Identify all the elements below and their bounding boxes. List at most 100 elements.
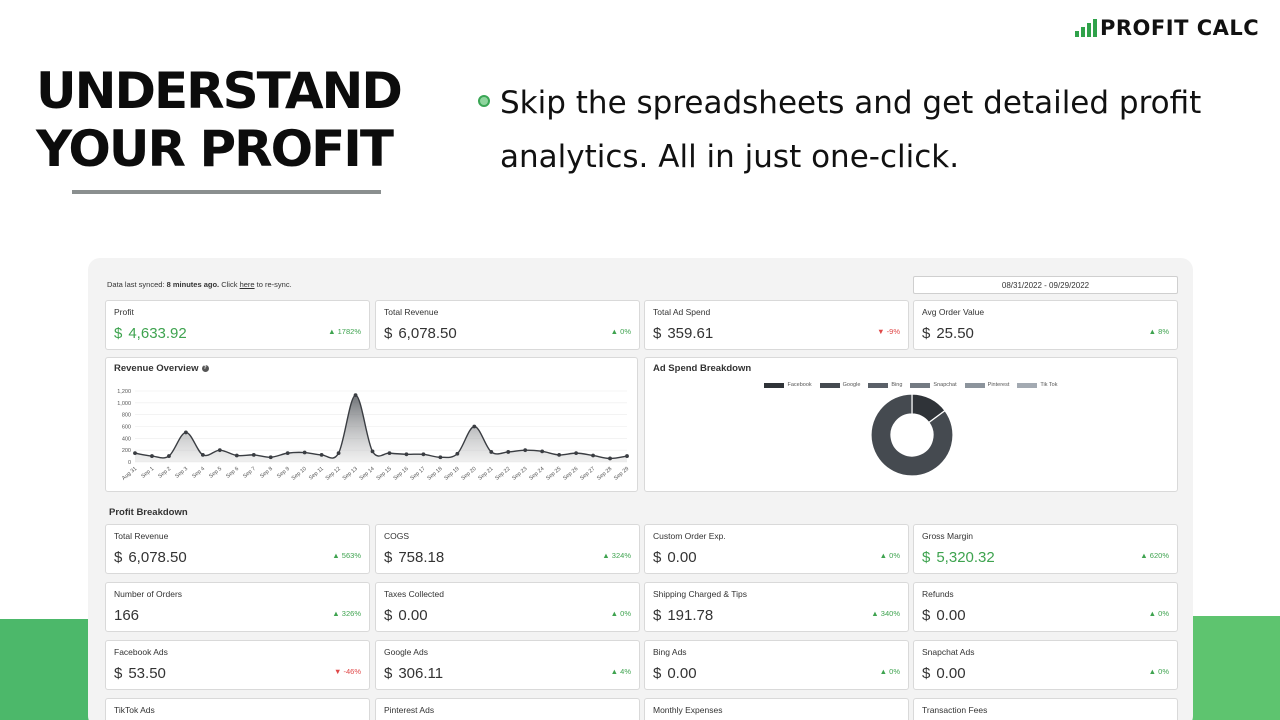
x-tick-label: Sep 18	[426, 466, 443, 482]
legend-label: Facebook	[787, 382, 812, 388]
x-tick-label: Sep 11	[308, 466, 325, 482]
donut-slice-google[interactable]	[870, 393, 954, 477]
ad-spend-card: Ad Spend Breakdown Facebook Google Bing Sna…	[644, 357, 1178, 492]
currency-symbol: $	[922, 549, 931, 566]
legend-swatch	[1017, 382, 1038, 388]
metric-card-total-ad-spend: Total Ad Spend $359.61 ▼ -9%	[644, 300, 909, 350]
hero-title-line2: YOUR PROFIT	[36, 120, 394, 178]
legend-item-facebook[interactable]: Facebook	[764, 382, 812, 388]
x-tick-label: Sep 2	[157, 466, 172, 480]
currency-symbol: $	[384, 607, 393, 624]
x-tick-label: Sep 23	[511, 466, 528, 482]
ad-spend-title: Ad Spend Breakdown	[653, 363, 752, 374]
metric-value: $6,078.50	[114, 549, 187, 566]
profit-breakdown-title: Profit Breakdown	[109, 507, 188, 518]
hero-title: UNDERSTAND YOUR PROFIT	[36, 62, 456, 178]
change-badge: ▲ 1782%	[328, 327, 361, 336]
y-tick-label: 0	[128, 460, 131, 466]
sync-middle: Click	[219, 280, 240, 289]
y-tick-label: 400	[122, 436, 131, 442]
metric-label: Pinterest Ads	[384, 705, 435, 715]
metric-card-snapchat-ads: Snapchat Ads $0.00 ▲ 0%	[913, 640, 1178, 690]
y-tick-label: 1,000	[117, 401, 131, 407]
metric-label: Facebook Ads	[114, 647, 168, 657]
data-point	[625, 454, 629, 458]
x-tick-label: Sep 10	[291, 466, 308, 482]
legend-label: Snapchat	[933, 382, 957, 388]
x-tick-label: Sep 21	[477, 466, 494, 482]
x-tick-label: Sep 19	[443, 466, 460, 482]
metric-card-custom-order-exp: Custom Order Exp. $0.00 ▲ 0%	[644, 524, 909, 574]
resync-link[interactable]: here	[239, 280, 255, 289]
ad-spend-legend: Facebook Google Bing Snapchat Pinterest Tik T…	[645, 382, 1177, 388]
metric-number: 5,320.32	[936, 549, 995, 566]
change-badge: ▲ 620%	[1140, 551, 1169, 560]
currency-symbol: $	[114, 325, 123, 342]
metric-card-profit: Profit $4,633.92 ▲ 1782%	[105, 300, 370, 350]
currency-symbol: $	[653, 665, 662, 682]
donut-slice-facebook[interactable]	[911, 393, 946, 424]
data-point	[319, 453, 324, 457]
x-tick-label: Sep 6	[225, 466, 240, 480]
currency-symbol: $	[922, 665, 931, 682]
data-point	[540, 449, 545, 454]
metric-number: 0.00	[667, 549, 697, 566]
currency-symbol: $	[922, 607, 931, 624]
metric-label: Profit	[114, 307, 134, 317]
y-tick-label: 800	[122, 413, 131, 419]
data-point	[268, 455, 273, 460]
x-tick-label: Sep 29	[613, 466, 630, 482]
metric-label: Transaction Fees	[922, 705, 988, 715]
data-point	[404, 452, 409, 457]
metric-value: $0.00	[384, 607, 428, 624]
legend-label: Google	[842, 382, 861, 388]
x-tick-label: Sep 4	[191, 466, 206, 480]
change-badge: ▲ 0%	[610, 327, 631, 336]
legend-swatch	[868, 382, 889, 388]
data-point	[150, 454, 154, 458]
metric-label: Number of Orders	[114, 589, 183, 599]
data-point	[302, 450, 307, 455]
revenue-overview-title: Revenue Overview?	[114, 363, 209, 374]
legend-item-pinterest[interactable]: Pinterest	[964, 382, 1010, 388]
legend-label: Pinterest	[987, 382, 1010, 388]
revenue-overview-title-text: Revenue Overview	[114, 363, 199, 374]
hero-bullet-line2: analytics. All in just one-click.	[500, 139, 960, 175]
bar-chart-icon	[1075, 19, 1097, 37]
metric-label: Total Ad Spend	[653, 307, 711, 317]
data-point	[506, 450, 511, 454]
date-range-picker[interactable]: 08/31/2022 - 09/29/2022	[913, 276, 1178, 294]
legend-item-snapchat[interactable]: Snapchat	[910, 382, 957, 388]
metric-value: $306.11	[384, 665, 443, 682]
metric-number: 191.78	[667, 607, 714, 624]
revenue-overview-card: Revenue Overview? 0 200 400 600 800 1,000 1,20…	[105, 357, 638, 492]
metric-value: $53.50	[114, 665, 166, 682]
x-tick-label: Sep 8	[259, 466, 274, 480]
currency-symbol: $	[384, 665, 393, 682]
metric-number: 166	[114, 607, 140, 624]
x-tick-label: Sep 26	[562, 466, 579, 482]
currency-symbol: $	[114, 665, 123, 682]
y-tick-label: 600	[122, 425, 131, 431]
x-tick-label: Sep 5	[208, 466, 223, 480]
ad-spend-donut	[870, 393, 954, 477]
currency-symbol: $	[653, 607, 662, 624]
data-point	[608, 456, 612, 461]
change-badge: ▲ 326%	[332, 609, 361, 618]
metric-label: Monthly Expenses	[653, 705, 723, 715]
data-point	[167, 454, 171, 458]
data-point	[200, 453, 205, 457]
metric-card-facebook-ads: Facebook Ads $53.50 ▼ -46%	[105, 640, 370, 690]
legend-item-tik-tok[interactable]: Tik Tok	[1017, 382, 1058, 388]
data-point	[421, 452, 426, 457]
brand-logo: PROFIT CALC	[1075, 16, 1259, 40]
change-badge: ▲ 8%	[1148, 327, 1169, 336]
legend-item-bing[interactable]: Bing	[868, 382, 902, 388]
metric-card-gross-margin: Gross Margin $5,320.32 ▲ 620%	[913, 524, 1178, 574]
metric-value: $25.50	[922, 325, 974, 342]
legend-label: Bing	[891, 382, 903, 388]
legend-item-google[interactable]: Google	[819, 382, 861, 388]
x-tick-label: Sep 9	[276, 466, 291, 480]
info-icon[interactable]: ?	[201, 364, 209, 372]
metric-value: $0.00	[653, 549, 697, 566]
